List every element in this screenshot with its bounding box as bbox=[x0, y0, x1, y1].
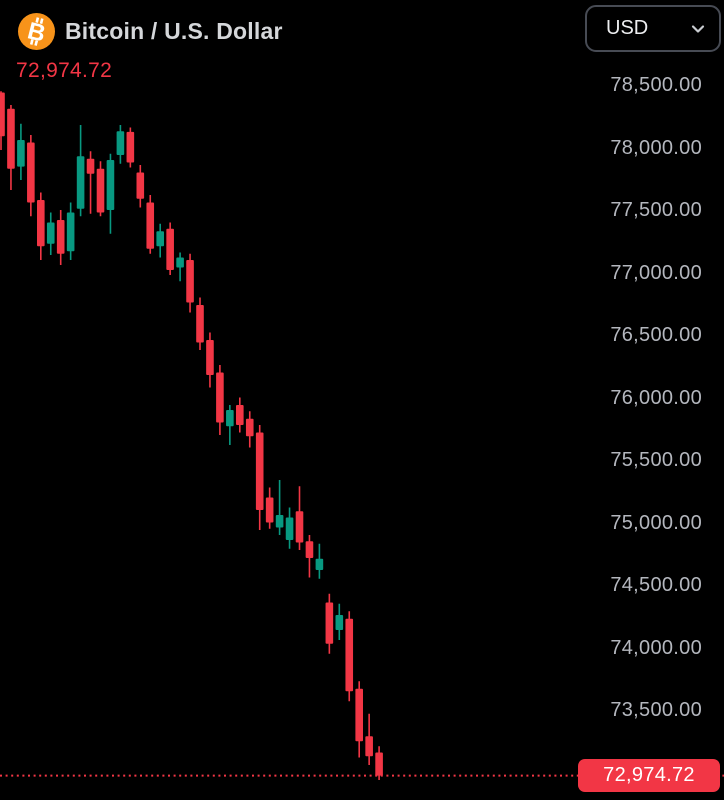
symbol-row: B Bitcoin / U.S. Dollar bbox=[18, 13, 283, 50]
price-badge: 72,974.72 bbox=[578, 759, 720, 793]
candle-body bbox=[315, 558, 324, 570]
candle-body bbox=[186, 260, 194, 303]
candle-body bbox=[206, 340, 214, 375]
candle-body bbox=[17, 140, 25, 167]
candle-body bbox=[76, 156, 85, 209]
current-price: 72,974.72 bbox=[16, 59, 113, 82]
candle-body bbox=[86, 158, 95, 174]
candle-body bbox=[295, 511, 304, 543]
candle-body bbox=[7, 108, 15, 169]
candle-body bbox=[126, 131, 135, 163]
candle-body bbox=[325, 602, 334, 644]
candle-wick bbox=[89, 151, 92, 214]
candle-body bbox=[355, 688, 363, 742]
candle-body bbox=[265, 497, 274, 523]
candle-body bbox=[146, 202, 155, 249]
candle-body bbox=[136, 172, 145, 199]
candle-body bbox=[226, 410, 234, 427]
chevron-down-icon bbox=[691, 24, 705, 33]
candle-body bbox=[27, 142, 35, 203]
candle-body bbox=[106, 160, 115, 210]
candle-body bbox=[37, 200, 45, 247]
currency-selector-value: USD bbox=[606, 17, 649, 39]
candle-body bbox=[375, 752, 383, 776]
bitcoin-icon: B bbox=[18, 13, 55, 50]
candle-body bbox=[116, 131, 125, 155]
candle-body bbox=[166, 228, 174, 270]
candle-body bbox=[335, 615, 344, 630]
candle-body bbox=[305, 541, 314, 558]
candle-body bbox=[216, 372, 224, 423]
candle-body bbox=[176, 257, 184, 268]
candle-body bbox=[46, 222, 55, 244]
candle-body bbox=[66, 212, 75, 252]
candle-body bbox=[365, 736, 373, 757]
candle-body bbox=[285, 517, 294, 540]
candle-body bbox=[96, 168, 105, 213]
candle-body bbox=[275, 515, 284, 528]
candle-body bbox=[345, 618, 354, 692]
currency-selector[interactable]: USD bbox=[585, 5, 721, 52]
candle-body bbox=[156, 231, 164, 247]
candle-wick bbox=[278, 480, 281, 535]
page-title: Bitcoin / U.S. Dollar bbox=[65, 18, 283, 44]
candle-body bbox=[236, 405, 244, 425]
candle-body bbox=[196, 305, 204, 343]
candle-body bbox=[245, 418, 254, 437]
svg-text:B: B bbox=[25, 17, 48, 47]
candle-body bbox=[0, 92, 5, 137]
candle-body bbox=[255, 432, 264, 510]
candle-body bbox=[56, 220, 65, 254]
